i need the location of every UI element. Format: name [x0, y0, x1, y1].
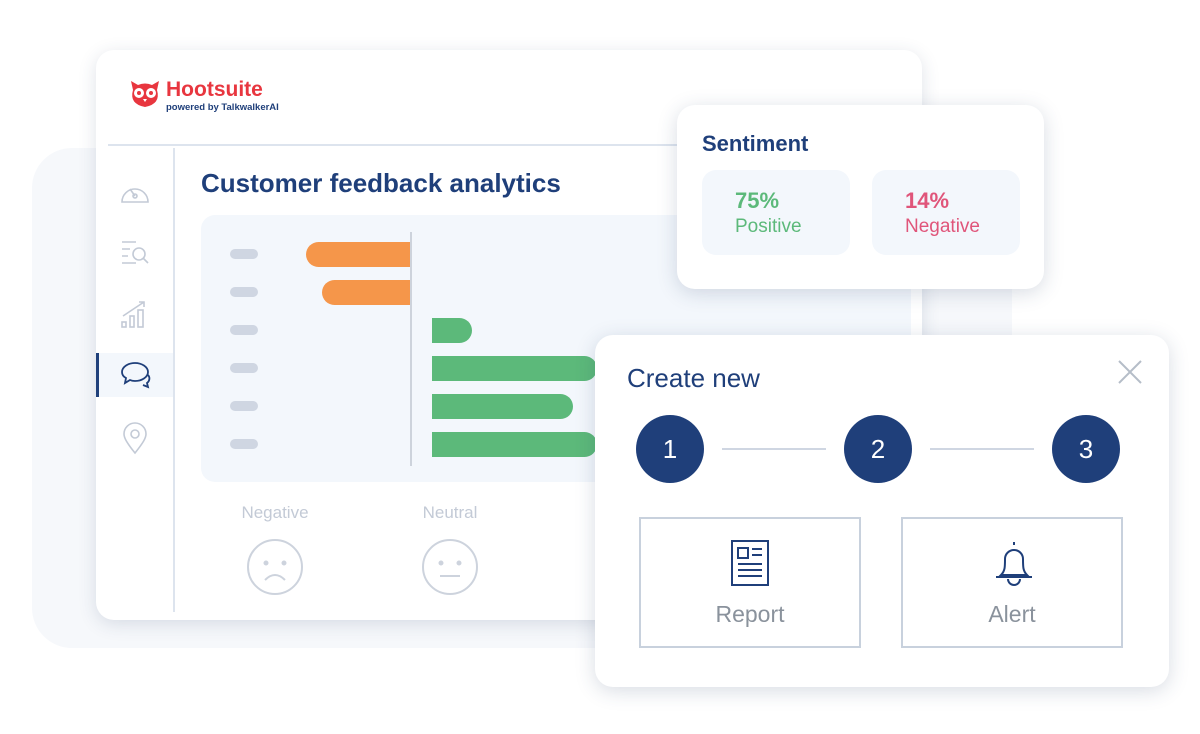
close-icon[interactable]	[1117, 359, 1143, 385]
report-icon	[731, 540, 769, 586]
list-search-icon[interactable]	[118, 236, 152, 270]
face-label-neutral: Neutral	[422, 503, 478, 522]
positive-percent: 75%	[735, 188, 780, 213]
step-3[interactable]: 3	[1052, 415, 1120, 483]
negative-percent: 14%	[905, 188, 950, 213]
header-divider	[108, 144, 688, 146]
alert-label: Alert	[988, 601, 1036, 627]
sentiment-card: Sentiment 75% Positive 14% Negative	[677, 105, 1044, 289]
bar-chart-icon[interactable]	[118, 298, 152, 332]
brand-tagline: powered by TalkwalkerAI	[166, 102, 279, 113]
step-2[interactable]: 2	[844, 415, 912, 483]
step-connector	[722, 448, 826, 450]
sentiment-title: Sentiment	[702, 131, 809, 156]
neutral-face-icon[interactable]	[421, 538, 479, 596]
positive-tile: 75% Positive	[702, 170, 850, 255]
create-new-dialog: Create new 1 2 3 Report Alert	[595, 335, 1169, 687]
positive-bar	[432, 356, 597, 381]
bar-label-placeholder	[230, 325, 258, 335]
positive-label: Positive	[735, 216, 802, 237]
chat-bubbles-icon[interactable]	[118, 358, 152, 392]
sidebar-divider	[173, 148, 175, 612]
negative-bar	[306, 242, 411, 267]
location-pin-icon[interactable]	[118, 422, 152, 456]
positive-bar	[432, 432, 597, 457]
brand-name: Hootsuite	[166, 78, 263, 101]
sidebar-active-highlight	[96, 353, 173, 397]
bar-label-placeholder	[230, 249, 258, 259]
bar-label-placeholder	[230, 287, 258, 297]
hootsuite-logo: Hootsuite powered by TalkwalkerAI	[128, 78, 279, 113]
bell-icon	[996, 542, 1032, 586]
report-button[interactable]: Report	[639, 517, 861, 648]
step-1[interactable]: 1	[636, 415, 704, 483]
face-label-negative: Negative	[241, 503, 309, 522]
negative-label: Negative	[905, 216, 980, 237]
positive-bar	[432, 318, 472, 343]
report-label: Report	[715, 601, 785, 627]
bar-label-placeholder	[230, 363, 258, 373]
bar-label-placeholder	[230, 439, 258, 449]
gauge-icon[interactable]	[118, 176, 152, 210]
positive-bar	[432, 394, 573, 419]
sad-face-icon[interactable]	[246, 538, 304, 596]
dialog-title: Create new	[627, 363, 760, 393]
chart-axis	[410, 232, 412, 466]
negative-tile: 14% Negative	[872, 170, 1020, 255]
bar-label-placeholder	[230, 401, 258, 411]
owl-icon	[131, 81, 159, 107]
step-connector	[930, 448, 1034, 450]
alert-button[interactable]: Alert	[901, 517, 1123, 648]
page-title: Customer feedback analytics	[201, 168, 561, 198]
negative-bar	[322, 280, 411, 305]
